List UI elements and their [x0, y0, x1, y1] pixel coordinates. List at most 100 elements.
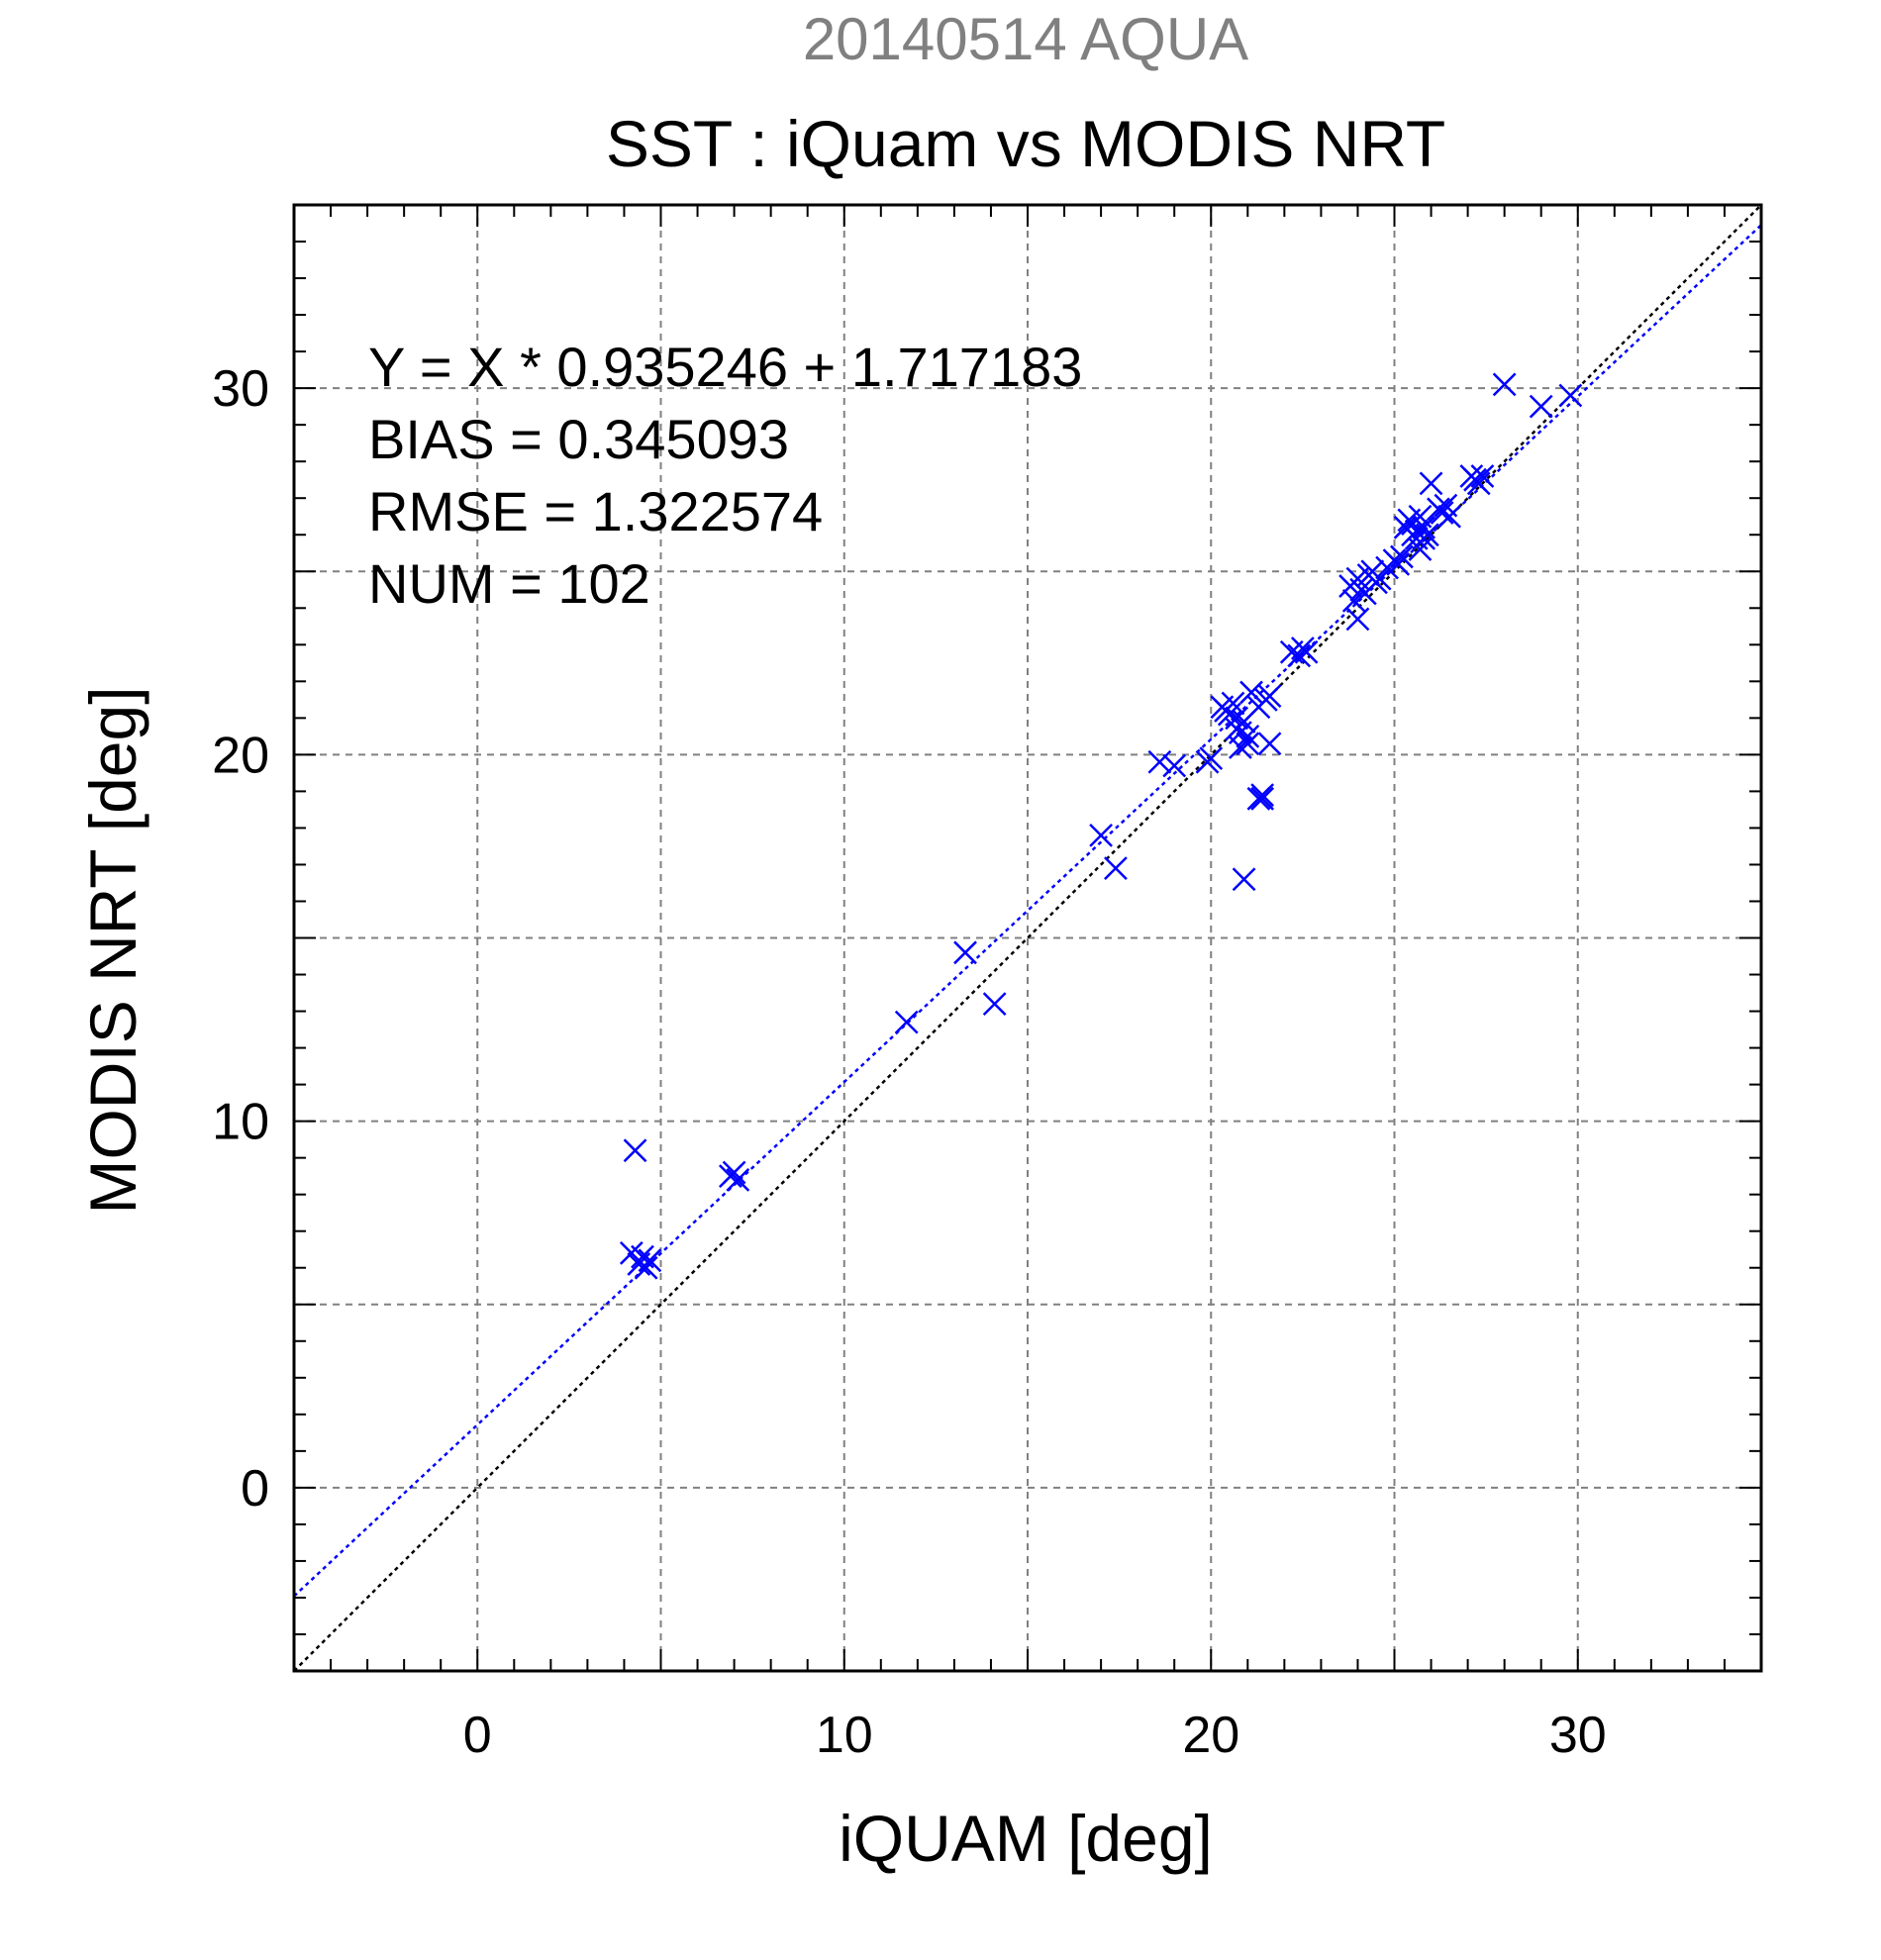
- data-point-stroke: [894, 1010, 919, 1034]
- y-tick-label: 10: [212, 1094, 269, 1151]
- data-point-stroke: [1287, 643, 1312, 668]
- data-point-stroke: [1236, 732, 1260, 756]
- data-point: [1225, 706, 1249, 731]
- data-point-stroke: [1257, 732, 1282, 756]
- y-tick-label: 20: [212, 727, 269, 784]
- data-point: [953, 940, 977, 965]
- data-point-stroke: [1558, 383, 1583, 408]
- data-point-stroke: [1162, 753, 1187, 778]
- data-point-stroke: [1434, 493, 1458, 518]
- data-point: [726, 1167, 750, 1192]
- data-point-stroke: [1294, 639, 1319, 664]
- data-point: [1287, 643, 1312, 668]
- data-point-stroke: [1390, 544, 1414, 569]
- x-axis-label: iQUAM [deg]: [839, 1802, 1213, 1875]
- y-axis-label: MODIS NRT [deg]: [76, 686, 149, 1214]
- data-point: [1466, 471, 1491, 496]
- chart-supertitle: 20140514 AQUA: [803, 6, 1248, 72]
- grid-lines: [294, 205, 1761, 1671]
- x-tick-label: 10: [816, 1707, 873, 1764]
- data-point-stroke: [1225, 706, 1249, 731]
- data-point: [1257, 684, 1282, 709]
- data-point: [1492, 372, 1517, 397]
- y-tick-labels: 0 10 20 30: [212, 360, 269, 1518]
- data-point-stroke: [1412, 515, 1436, 539]
- data-point-stroke: [634, 1255, 658, 1280]
- data-point-stroke: [1345, 607, 1370, 632]
- data-point-stroke: [1419, 471, 1443, 496]
- data-point-stroke: [1232, 867, 1256, 892]
- data-point-stroke: [638, 1248, 662, 1273]
- data-point: [634, 1255, 658, 1280]
- data-point-stroke: [726, 1167, 750, 1192]
- data-point-stroke: [1147, 749, 1172, 774]
- reference-lines: [293, 204, 1762, 1672]
- data-point-stroke: [1236, 724, 1260, 748]
- data-point-stroke: [631, 1244, 654, 1269]
- data-point: [1367, 566, 1392, 591]
- data-point-stroke: [1415, 523, 1439, 547]
- y-tick-label: 30: [212, 360, 269, 418]
- data-point-stroke: [1529, 394, 1553, 419]
- data-point: [623, 1138, 647, 1163]
- plot-frame: [292, 203, 1763, 1673]
- data-point: [1412, 515, 1436, 539]
- data-point: [1232, 867, 1256, 892]
- data-point: [638, 1248, 662, 1273]
- stats-regression: Y = X * 0.935246 + 1.717183: [368, 336, 1082, 398]
- data-point-stroke: [1199, 746, 1224, 770]
- y-tick-label: 0: [241, 1460, 269, 1518]
- data-point: [1162, 753, 1187, 778]
- data-point-stroke: [1250, 786, 1275, 811]
- data-point-stroke: [1408, 504, 1433, 529]
- data-point-stroke: [1229, 735, 1252, 759]
- x-tick-label: 30: [1549, 1707, 1607, 1764]
- data-point: [1250, 783, 1275, 807]
- data-point: [1415, 523, 1439, 547]
- data-points: [619, 372, 1583, 1280]
- data-point-stroke: [1437, 504, 1461, 529]
- data-point-stroke: [1492, 372, 1517, 397]
- data-point: [1257, 732, 1282, 756]
- regression-line: [293, 224, 1762, 1598]
- data-point-stroke: [953, 940, 977, 965]
- data-point: [1558, 383, 1583, 408]
- data-point-stroke: [982, 992, 1007, 1017]
- data-point: [1345, 607, 1370, 632]
- x-tick-label: 0: [463, 1707, 492, 1764]
- data-point-stroke: [1466, 471, 1491, 496]
- data-point: [1229, 735, 1252, 759]
- data-point: [894, 1010, 919, 1034]
- data-point-stroke: [623, 1138, 647, 1163]
- data-point-stroke: [1470, 464, 1495, 488]
- data-point: [1199, 746, 1224, 770]
- data-point: [1430, 501, 1454, 525]
- data-point-stroke: [722, 1160, 746, 1185]
- data-point: [1239, 680, 1263, 705]
- data-point: [722, 1160, 746, 1185]
- stats-num: NUM = 102: [368, 552, 650, 615]
- x-tick-label: 20: [1182, 1707, 1239, 1764]
- data-point-stroke: [1239, 680, 1263, 705]
- data-point: [1250, 786, 1275, 811]
- data-point: [1419, 471, 1443, 496]
- data-point: [1386, 551, 1411, 576]
- data-point: [1341, 588, 1366, 613]
- stats-bias: BIAS = 0.345093: [368, 408, 789, 470]
- data-point: [1437, 504, 1461, 529]
- data-point-stroke: [619, 1241, 644, 1265]
- data-point-stroke: [1386, 551, 1411, 576]
- data-point-stroke: [1367, 566, 1392, 591]
- data-point: [1236, 724, 1260, 748]
- data-point: [1470, 464, 1495, 488]
- data-point: [1529, 394, 1553, 419]
- data-point-stroke: [1089, 823, 1113, 847]
- data-point-stroke: [1221, 691, 1245, 716]
- chart-title: SST : iQuam vs MODIS NRT: [606, 107, 1445, 180]
- data-point: [1390, 544, 1414, 569]
- stats-rmse: RMSE = 1.322574: [368, 480, 823, 542]
- data-point: [1104, 856, 1128, 881]
- data-point: [1089, 823, 1113, 847]
- data-point-stroke: [1257, 684, 1282, 709]
